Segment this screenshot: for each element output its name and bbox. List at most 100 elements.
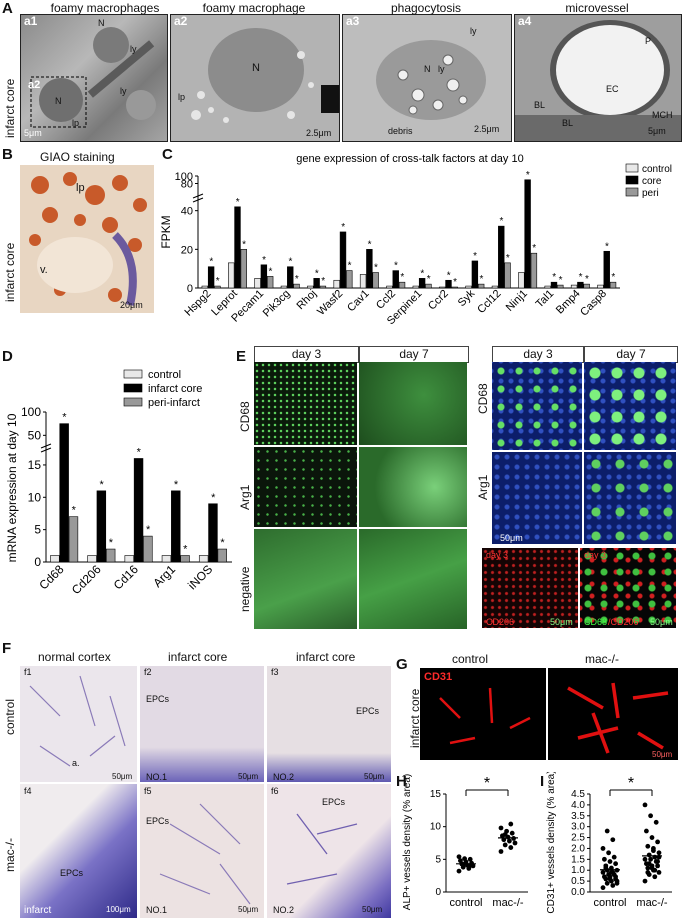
chart-d-bar: [180, 555, 190, 563]
chart-i-ytick-label: 1.0: [571, 865, 585, 876]
f4-image: [20, 784, 137, 918]
a1-label-ly2: ly: [120, 86, 127, 96]
a2-em-image: [170, 14, 340, 142]
chart-d-xtick-label: Cd16: [111, 562, 141, 592]
a3-title: phagocytosis: [390, 1, 462, 15]
a4-id: a4: [518, 14, 532, 28]
chart-c-bar: [266, 276, 274, 289]
chart-d-ytick-label: 100: [21, 405, 41, 419]
chart-c-ytick-label: 80: [181, 179, 193, 191]
chart-c-sig-star: *: [341, 222, 345, 233]
f-col-title-2: infarct core: [168, 650, 228, 664]
chart-c-sig-star: *: [394, 261, 398, 272]
chart-c-sig-star: *: [400, 272, 404, 283]
chart-i-point: [653, 819, 659, 825]
chart-c-sig-star: *: [605, 241, 609, 252]
chart-d-bar: [208, 503, 218, 563]
chart-d-xtick-label: Arg1: [150, 562, 178, 590]
f4-label-epcs: EPCs: [60, 868, 84, 878]
chart-c-bar: [293, 283, 300, 289]
chart-c-sig-star: *: [506, 253, 510, 264]
chart-c-sig-star: *: [552, 272, 556, 283]
e-negative-day7: [359, 529, 467, 629]
chart-h-xtick-label: mac-/-: [492, 897, 524, 909]
f6-label-no: NO.2: [273, 905, 295, 915]
chart-c-bar: [372, 272, 379, 289]
e-right-arg1-day3: [492, 452, 582, 544]
f6-image: [267, 784, 391, 918]
chart-c-bar: [307, 285, 314, 289]
chart-i-point: [655, 859, 660, 864]
e-bottom-merge: [580, 548, 676, 628]
f5-scale: 50μm: [238, 905, 259, 914]
chart-i-ytick-label: 1.5: [571, 854, 585, 865]
chart-c-sig-star: *: [585, 274, 589, 285]
g-mac-image: [548, 668, 678, 760]
chart-i-point: [656, 870, 662, 875]
chart-i-point: [613, 874, 618, 880]
chart-c-bar: [603, 250, 610, 289]
e-row-cd68: CD68: [238, 401, 252, 432]
chart-c-sig-star: *: [500, 216, 504, 227]
e-right-row-arg1: Arg1: [476, 474, 490, 500]
chart-c-bar: [465, 285, 472, 289]
panel-a-row-label: infarct core: [3, 78, 17, 138]
a4-title: microvessel: [565, 1, 629, 15]
chart-h-point: [462, 856, 467, 862]
chart-c-title: gene expression of cross-talk factors at…: [296, 153, 523, 165]
chart-c-bar: [359, 274, 367, 289]
chart-c-bar: [530, 252, 538, 289]
chart-i-point: [642, 878, 648, 884]
chart-c-bar: [491, 285, 499, 289]
chart-d-legend-swatch: [123, 369, 143, 379]
chart-d-legend-label: peri-infarct: [148, 397, 200, 409]
a4-em-image: [514, 14, 682, 142]
chart-d-bar: [96, 490, 107, 563]
chart-c-bar: [477, 283, 485, 289]
g-control-image: [420, 668, 546, 760]
chart-d-bar: [161, 555, 172, 563]
chart-i: CD31+ vessels density (% area) 0.00.51.01…: [546, 772, 672, 914]
chart-i-point: [655, 863, 660, 869]
chart-c-bar: [240, 249, 247, 289]
chart-d-xtick-label: Cd206: [69, 562, 104, 597]
chart-c-bar: [425, 283, 432, 289]
e-header-day3: day 3: [254, 346, 359, 363]
chart-d-sig-star: *: [109, 537, 114, 549]
chart-h-point: [498, 849, 504, 854]
chart-c-sig-star: *: [209, 257, 213, 268]
a1-label-n1: N: [98, 18, 105, 28]
chart-c-xtick-label: Wasf2: [315, 288, 345, 318]
a1-label-ly1: ly: [130, 44, 137, 54]
e-row-arg1: Arg1: [238, 484, 252, 510]
chart-d-sig-star: *: [137, 446, 142, 458]
chart-i-point: [600, 870, 606, 875]
chart-h: ALP+ vessels density (% area) 0 5 10 15 contr…: [402, 774, 528, 910]
f2-image: [140, 666, 264, 782]
chart-c-bar: [609, 281, 617, 289]
e-arg1-day3: [254, 447, 357, 527]
chart-c-xtick-label: Bmp4: [554, 288, 583, 317]
panel-b-image: [20, 165, 154, 313]
chart-c-bar: [333, 279, 340, 289]
chart-d-bar: [133, 458, 144, 563]
chart-i-point: [600, 846, 606, 851]
f3-scale: 50μm: [364, 772, 385, 781]
a1-texture: [30, 27, 156, 128]
e-bottom-cd206-label: CD206: [486, 617, 515, 627]
f-col-title-3: infarct core: [296, 650, 356, 664]
a1-id: a1: [24, 14, 38, 28]
f4-label-infarct: infarct: [24, 905, 52, 916]
f-row-control: control: [3, 698, 17, 735]
chart-c-bar: [234, 206, 241, 289]
chart-c-xtick-label: Ninj1: [504, 288, 530, 314]
chart-d-bar: [87, 555, 97, 563]
chart-h-point: [498, 825, 504, 831]
g-scale: 50μm: [652, 750, 673, 759]
a1-inset-label: a2: [28, 79, 41, 91]
chart-i-ytick-label: 2.0: [571, 843, 585, 854]
e-bottom-day3-b: day 3: [584, 550, 607, 560]
chart-c-bar: [471, 260, 479, 289]
chart-h-point: [456, 868, 462, 874]
chart-d-sig-star: *: [99, 479, 104, 491]
